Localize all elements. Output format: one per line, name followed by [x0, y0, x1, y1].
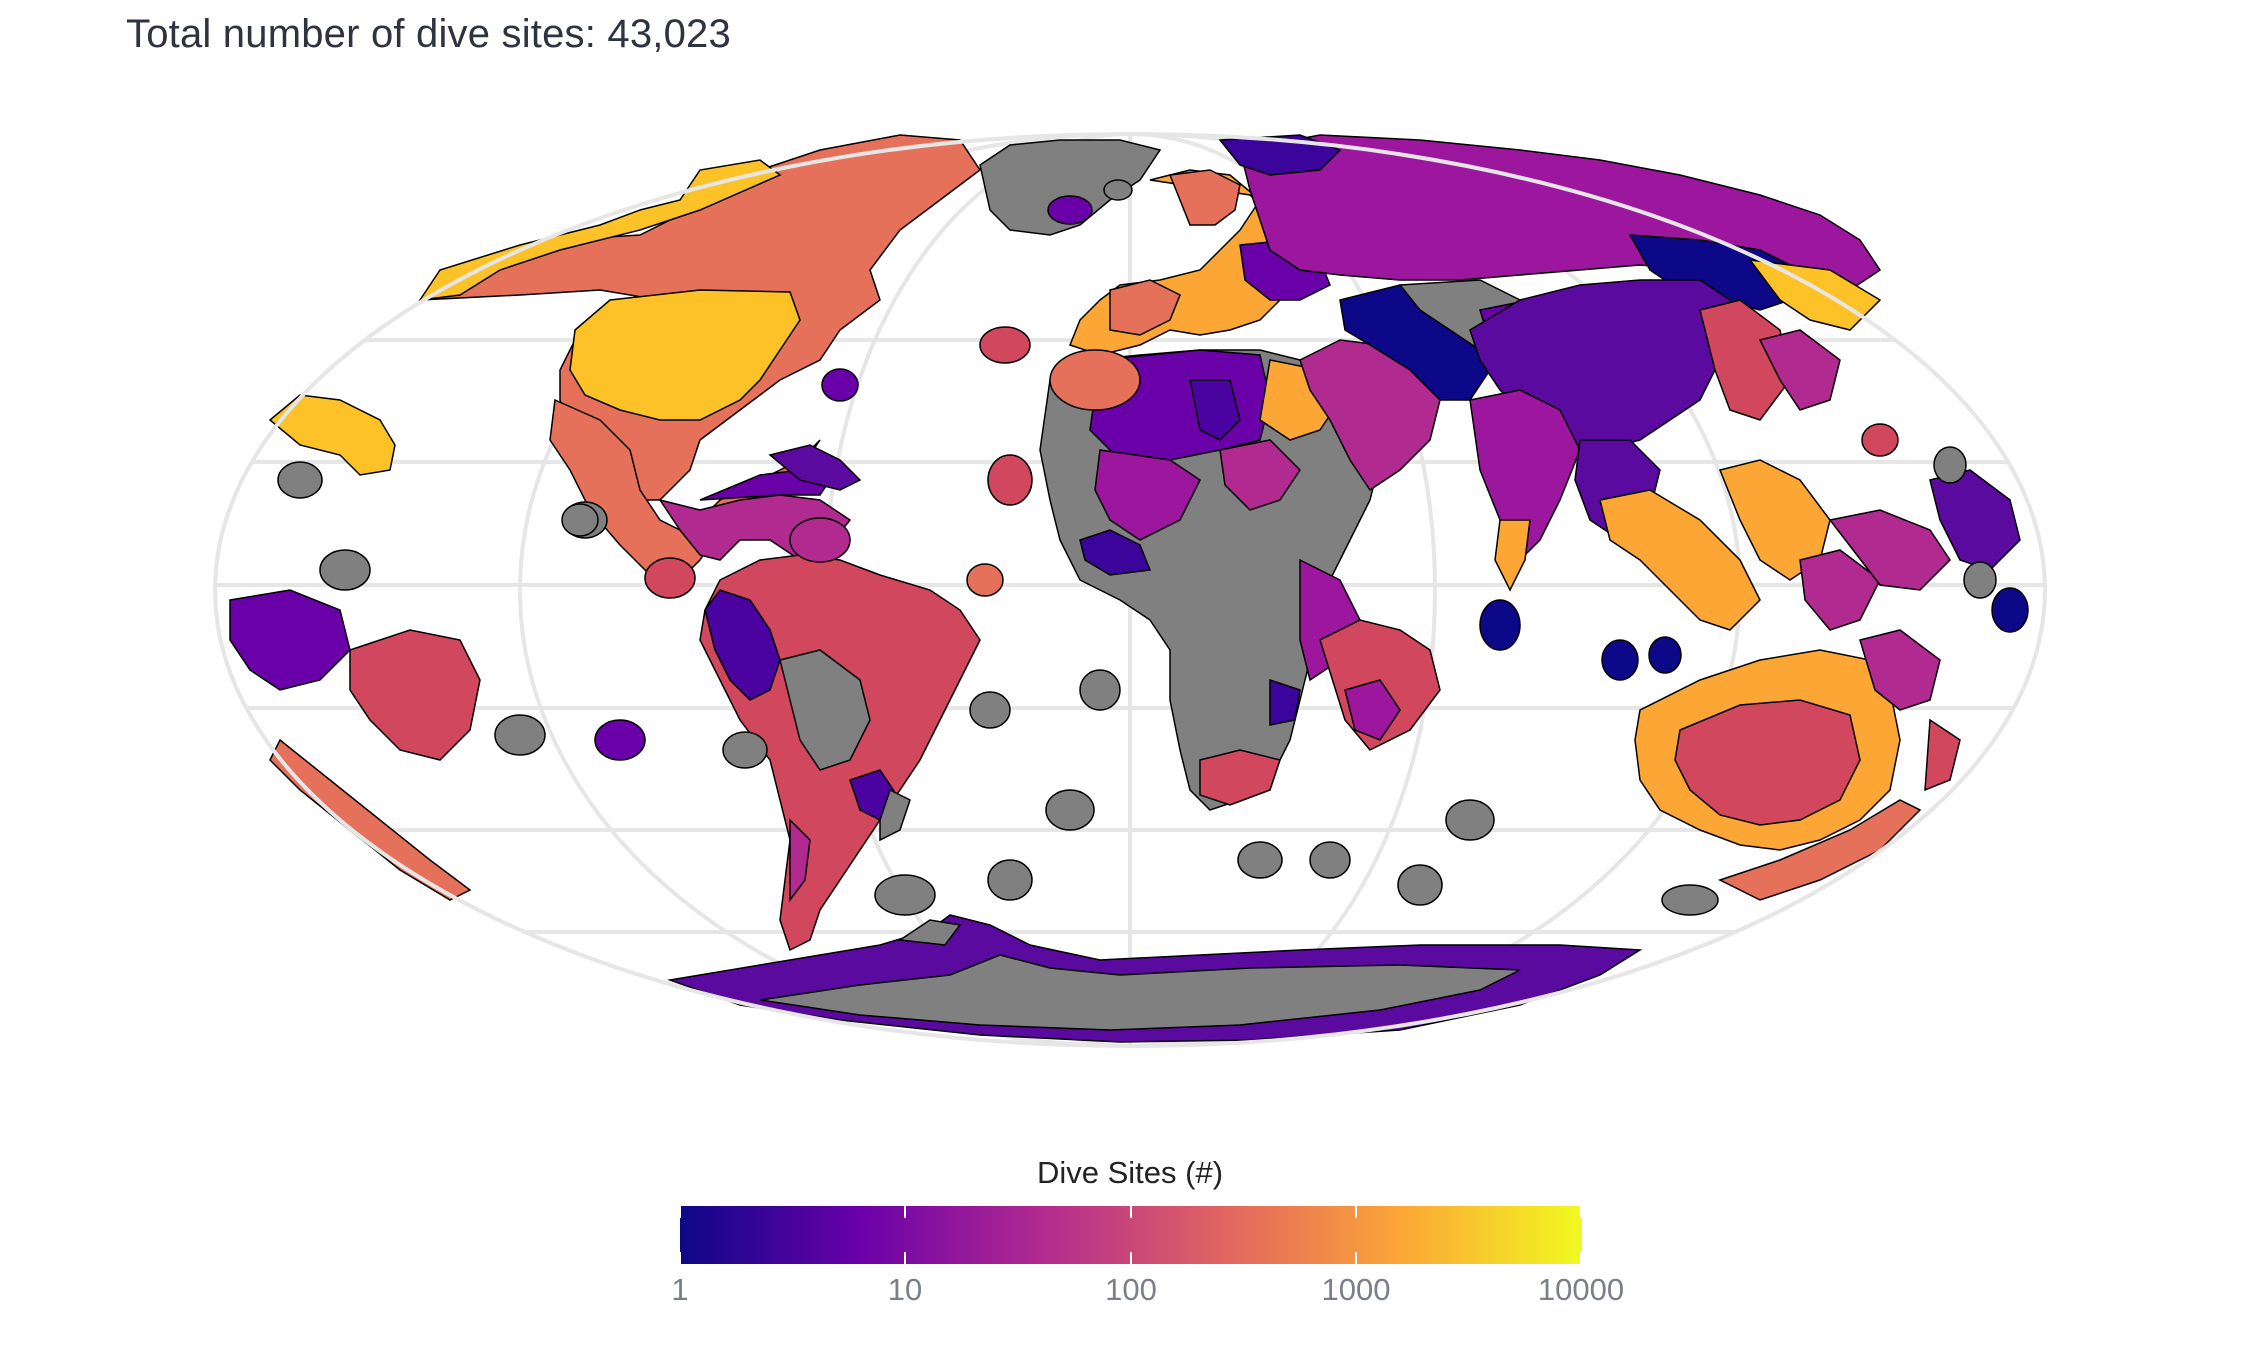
north-america [268, 134, 982, 581]
greenland [979, 139, 1162, 236]
pacific-islands [229, 461, 1495, 906]
legend-tick-1000: 1000 [1321, 1272, 1391, 1307]
russia [1218, 134, 1882, 331]
legend-tick-10: 10 [887, 1272, 923, 1307]
legend-tick-100: 100 [1105, 1272, 1157, 1307]
africa [987, 349, 1441, 811]
south-america [699, 517, 1004, 952]
antarctica [667, 914, 1643, 1043]
globe-outline [213, 132, 2047, 1048]
asia [1469, 279, 2021, 681]
color-scale-bar [679, 1206, 1582, 1264]
world-map [213, 132, 2047, 1048]
legend-tick-10000: 10000 [1537, 1272, 1625, 1307]
oceania [1634, 561, 2029, 916]
legend-tick-1: 1 [671, 1272, 689, 1307]
map-title: Total number of dive sites: 43,023 [126, 12, 731, 56]
legend-title: Dive Sites (#) [1036, 1155, 1224, 1190]
